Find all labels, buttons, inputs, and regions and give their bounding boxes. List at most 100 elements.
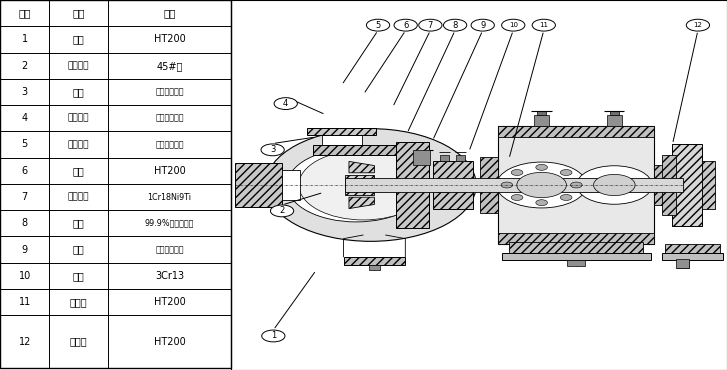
Text: HT200: HT200 [153,166,185,176]
Bar [413,150,430,165]
Bar [676,259,689,268]
Bar [498,233,654,244]
Text: 泵体衬里: 泵体衬里 [68,114,89,123]
Text: 名称: 名称 [72,8,85,18]
Text: 轴承体: 轴承体 [70,297,87,307]
Text: 1: 1 [22,34,28,44]
Bar [498,126,654,244]
Circle shape [511,195,523,201]
Circle shape [532,19,555,31]
Circle shape [419,19,442,31]
Text: HT200: HT200 [153,297,185,307]
Circle shape [262,330,285,342]
Bar [440,155,449,161]
Circle shape [536,164,547,170]
Text: 3Cr13: 3Cr13 [155,271,184,281]
Ellipse shape [265,129,476,241]
Bar [436,185,447,192]
Bar [480,157,498,213]
Text: 4: 4 [283,99,289,108]
Bar [702,161,715,209]
Bar [457,155,465,161]
Text: 8: 8 [22,218,28,228]
Bar [321,135,362,163]
Text: 泵盖衬里: 泵盖衬里 [68,140,89,149]
Ellipse shape [287,148,425,222]
Text: 填充四氟乙烯: 填充四氟乙烯 [155,245,184,254]
Text: 2: 2 [22,61,28,71]
Bar [568,260,585,266]
Bar [282,170,300,200]
Text: 泵轴: 泵轴 [73,271,84,281]
Circle shape [593,174,635,196]
Circle shape [502,19,525,31]
Circle shape [261,144,284,156]
Text: 6: 6 [403,21,409,30]
Text: 11: 11 [19,297,31,307]
Bar [498,126,654,137]
Circle shape [561,195,572,201]
Circle shape [571,182,582,188]
Circle shape [274,98,297,110]
Text: 泵体: 泵体 [73,34,84,44]
Text: 7: 7 [427,21,433,30]
Polygon shape [313,145,429,155]
Text: 聚全氟乙丙烯: 聚全氟乙丙烯 [155,140,184,149]
Text: 叶轮: 叶轮 [73,87,84,97]
Text: 5: 5 [22,139,28,149]
Text: 聚全氟乙丙烯: 聚全氟乙丙烯 [155,114,184,123]
Bar [610,111,619,115]
Circle shape [536,200,547,206]
Circle shape [561,169,572,175]
Circle shape [577,166,652,204]
Polygon shape [349,197,374,209]
Text: 10: 10 [509,22,518,28]
Text: 1: 1 [270,332,276,340]
Text: 9: 9 [480,21,486,30]
Bar [502,253,651,260]
Bar [307,128,377,135]
Circle shape [366,19,390,31]
Text: 3: 3 [22,87,28,97]
Text: 12: 12 [694,22,702,28]
Text: HT200: HT200 [153,34,185,44]
Circle shape [270,205,294,217]
Text: 11: 11 [539,22,548,28]
Text: 序号: 序号 [18,8,31,18]
Bar [534,115,549,126]
Text: 材质: 材质 [163,8,176,18]
Circle shape [497,162,587,208]
Bar [662,155,676,215]
Text: 8: 8 [452,21,458,30]
Circle shape [686,19,710,31]
Bar [665,244,720,253]
Bar [345,175,374,195]
Text: 联轴器: 联轴器 [70,336,87,347]
Text: 泵盖: 泵盖 [73,166,84,176]
Text: 99.9%氧化铝陶瓷: 99.9%氧化铝陶瓷 [145,219,194,228]
Bar [396,142,429,228]
Circle shape [394,19,417,31]
Text: 9: 9 [22,245,28,255]
Text: HT200: HT200 [153,336,185,347]
Text: 4: 4 [22,113,28,123]
Bar [344,257,406,265]
Bar [537,111,546,115]
Circle shape [517,172,566,198]
Text: 6: 6 [22,166,28,176]
Text: 3: 3 [270,145,276,154]
Circle shape [471,19,494,31]
Bar [433,161,473,209]
Text: 机封压盖: 机封压盖 [68,192,89,202]
Circle shape [501,182,513,188]
Text: 5: 5 [375,21,381,30]
Ellipse shape [299,150,428,220]
Bar [607,115,622,126]
Text: 动环: 动环 [73,245,84,255]
Bar [345,178,683,192]
Bar [672,144,702,226]
Text: 7: 7 [22,192,28,202]
Polygon shape [349,161,374,173]
Text: 45#钢: 45#钢 [156,61,182,71]
Text: 12: 12 [18,336,31,347]
